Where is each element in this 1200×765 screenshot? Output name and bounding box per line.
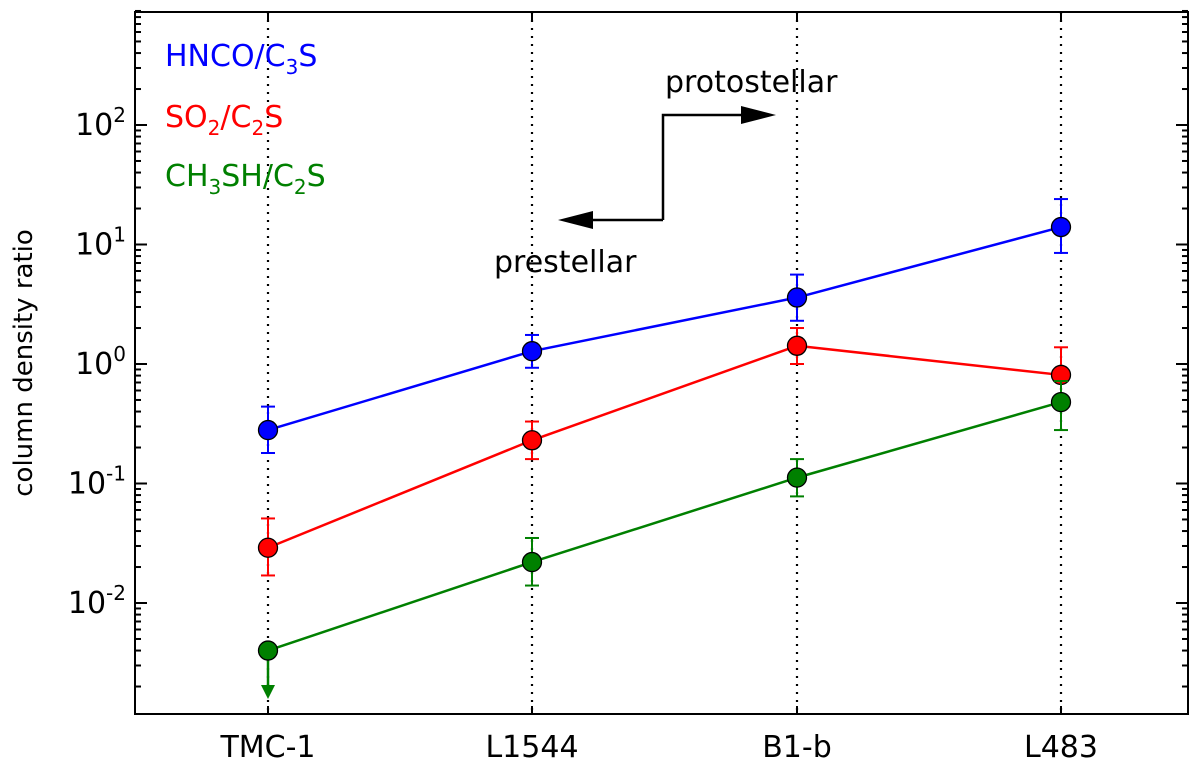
legend: HNCO/C3S SO2/C2S CH3SH/C2S: [165, 39, 326, 199]
annotation-prestellar: prestellar: [494, 245, 637, 280]
y-axis-ticks: 10-2 10-1 100 101 102: [68, 9, 1188, 688]
upper-limit-arrow: [261, 684, 275, 699]
legend-entry-hnco-c3s: HNCO/C3S: [165, 39, 317, 79]
y-tick-label: 100: [75, 342, 126, 382]
legend-entry-so2-c2s: SO2/C2S: [165, 100, 283, 140]
data-point-ch3sh-c2s-l483: [1050, 391, 1072, 413]
y-tick-label: 10-1: [68, 462, 126, 502]
prestellar-arrow: [558, 211, 663, 229]
series-ch3sh-c2s: [257, 380, 1072, 699]
data-point-so2-c2s-b1-b: [786, 335, 808, 356]
data-point-hnco-c3s-b1-b: [786, 287, 808, 308]
x-tick-label-tmc-1: TMC-1: [219, 730, 315, 765]
annotation-layer: protostellar prestellar: [494, 65, 838, 280]
series-hnco-c3s: [257, 198, 1072, 454]
data-point-hnco-c3s-l483: [1050, 216, 1072, 238]
data-point-so2-c2s-l1544: [521, 430, 543, 451]
series-line-hnco-c3s: [267, 225, 1062, 432]
y-tick-label: 101: [75, 223, 126, 263]
data-point-so2-c2s-tmc-1: [257, 537, 279, 558]
plot-frame: [134, 11, 1189, 715]
y-tick-label: 10-2: [68, 581, 126, 621]
x-axis-ticks: TMC-1 L1544 B1-b L483: [219, 12, 1098, 765]
x-tick-label-l1544: L1544: [485, 730, 578, 765]
data-point-hnco-c3s-l1544: [521, 341, 543, 362]
grid-lines: [266, 12, 1063, 714]
protostellar-arrow: [661, 106, 776, 220]
series-line-ch3sh-c2s: [267, 400, 1062, 652]
series-so2-c2s: [257, 327, 1072, 577]
data-point-hnco-c3s-tmc-1: [257, 419, 279, 441]
legend-entry-ch3sh-c2s: CH3SH/C2S: [165, 159, 326, 199]
x-tick-label-b1-b: B1-b: [762, 730, 832, 765]
y-tick-label: 102: [75, 103, 126, 143]
data-point-ch3sh-c2s-tmc-1: [257, 640, 279, 661]
annotation-protostellar: protostellar: [665, 65, 838, 100]
y-axis-label: column density ratio: [9, 229, 39, 497]
data-point-ch3sh-c2s-l1544: [521, 551, 543, 573]
x-tick-label-l483: L483: [1024, 730, 1098, 765]
series-line-so2-c2s: [267, 344, 1062, 549]
data-point-ch3sh-c2s-b1-b: [786, 467, 808, 488]
series-layer: [257, 198, 1072, 699]
